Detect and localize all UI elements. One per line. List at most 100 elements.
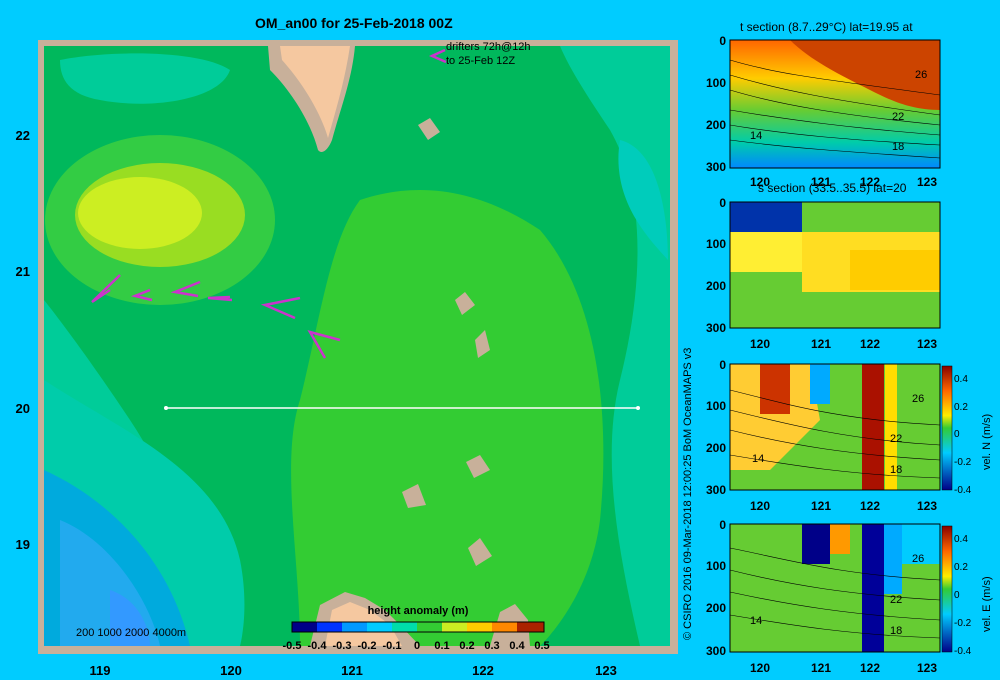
depth-tick: 200 xyxy=(706,601,726,615)
ve-cbar-label: vel. E (m/s) xyxy=(981,576,993,632)
lon-tick: 122 xyxy=(860,175,880,189)
green-region-central xyxy=(291,190,604,646)
island-batanes xyxy=(455,292,475,315)
cbar-tick: 0.4 xyxy=(954,534,968,545)
lon-tick-label: 121 xyxy=(341,663,363,678)
lon-tick-label: 123 xyxy=(595,663,617,678)
colorbar-tick: -0.4 xyxy=(308,640,328,652)
contour-label: 22 xyxy=(890,594,902,606)
cbar-tick: 0 xyxy=(954,590,960,601)
s-section-title: s section (33.5..35.5) lat=20 xyxy=(758,181,907,195)
height-colorbar xyxy=(291,621,545,633)
lon-tick: 123 xyxy=(917,499,937,513)
lat-axis: 22 21 20 19 xyxy=(16,128,30,552)
contour-label: 22 xyxy=(892,111,904,123)
lon-tick: 121 xyxy=(811,175,831,189)
lon-tick: 122 xyxy=(860,661,880,675)
cbar-tick: 0 xyxy=(954,429,960,440)
lon-tick: 121 xyxy=(811,499,831,513)
deep-blue-region xyxy=(110,590,150,646)
cbar-tick: -0.2 xyxy=(954,618,972,629)
lon-tick: 120 xyxy=(750,661,770,675)
island-orchid xyxy=(418,118,440,140)
lon-tick-label: 119 xyxy=(90,663,111,678)
colorbar-tick: -0.3 xyxy=(333,640,352,652)
t-section-plot: 26 22 14 18 xyxy=(729,39,941,169)
cbar-tick: 0.4 xyxy=(954,374,968,385)
depth-tick: 100 xyxy=(706,76,726,90)
vn-section-plot: 26 22 14 18 xyxy=(729,363,941,491)
lon-tick: 122 xyxy=(860,337,880,351)
cbar-tick: -0.4 xyxy=(954,485,972,496)
depth-tick: 300 xyxy=(706,644,726,658)
cbar-tick: -0.4 xyxy=(954,646,972,657)
depth-tick: 300 xyxy=(706,483,726,497)
lat-tick-label: 19 xyxy=(16,537,30,552)
lon-tick: 121 xyxy=(811,337,831,351)
height-anomaly-map: 119 120 121 122 123 22 21 20 19 drifters… xyxy=(16,40,678,678)
contour-label: 18 xyxy=(892,141,904,153)
lat-tick-label: 21 xyxy=(16,264,30,279)
colorbar-tick: -0.2 xyxy=(358,640,377,652)
lon-tick: 120 xyxy=(750,175,770,189)
lat-tick-label: 22 xyxy=(16,128,30,143)
vn-colorbar xyxy=(941,365,953,491)
lon-axis: 119 120 121 122 123 xyxy=(90,663,617,678)
lon-tick-label: 122 xyxy=(472,663,494,678)
lon-tick-label: 120 xyxy=(220,663,242,678)
taiwan-land-fill xyxy=(280,46,350,138)
depth-tick: 200 xyxy=(706,279,726,293)
lon-tick: 123 xyxy=(917,175,937,189)
island-babuyan-1 xyxy=(466,455,490,478)
depth-tick: 300 xyxy=(706,160,726,174)
drifter-legend-line2: to 25-Feb 12Z xyxy=(446,55,515,67)
ve-colorbar xyxy=(941,525,953,653)
vn-cbar-label: vel. N (m/s) xyxy=(981,414,993,470)
ve-section-plot: 26 22 14 18 xyxy=(729,523,941,653)
island-babuyan-3 xyxy=(468,538,492,566)
depth-tick: 0 xyxy=(719,358,726,372)
colorbar-tick: -0.1 xyxy=(383,640,402,652)
island-babuyan-2 xyxy=(402,484,426,508)
lat-tick-label: 20 xyxy=(16,401,30,416)
depth-tick: 0 xyxy=(719,34,726,48)
drifter-legend-line1: drifters 72h@12h xyxy=(446,41,531,53)
contour-label: 22 xyxy=(890,433,902,445)
depth-tick: 0 xyxy=(719,196,726,210)
contour-label: 18 xyxy=(890,625,902,637)
contour-label: 14 xyxy=(750,130,762,142)
depth-legend: 200 1000 2000 4000m xyxy=(76,627,186,639)
contour-label: 14 xyxy=(752,453,764,465)
colorbar-tick: -0.5 xyxy=(283,640,302,652)
t-section-title: t section (8.7..29°C) lat=19.95 at xyxy=(740,20,913,34)
lon-tick: 122 xyxy=(860,499,880,513)
cbar-tick: 0.2 xyxy=(954,562,968,573)
lon-tick: 121 xyxy=(811,661,831,675)
contour-label: 26 xyxy=(912,393,924,405)
depth-tick: 100 xyxy=(706,399,726,413)
colorbar-tick: 0.3 xyxy=(484,640,499,652)
cbar-tick: -0.2 xyxy=(954,457,972,468)
lon-tick: 123 xyxy=(917,661,937,675)
cbar-tick: 0.2 xyxy=(954,402,968,413)
island-batan xyxy=(475,330,490,358)
depth-tick: 300 xyxy=(706,321,726,335)
lon-tick: 123 xyxy=(917,337,937,351)
depth-tick: 100 xyxy=(706,559,726,573)
colorbar-title: height anomaly (m) xyxy=(368,605,469,617)
colorbar-tick: 0 xyxy=(414,640,420,652)
colorbar-tick: 0.2 xyxy=(459,640,474,652)
depth-tick: 0 xyxy=(719,518,726,532)
lon-tick: 120 xyxy=(750,499,770,513)
depth-tick: 200 xyxy=(706,441,726,455)
section-panels: t section (8.7..29°C) lat=19.95 at 26 22… xyxy=(706,20,993,675)
colorbar-tick: 0.4 xyxy=(509,640,525,652)
drifter-tracks xyxy=(91,48,447,359)
colorbar-ticks: -0.5 -0.4 -0.3 -0.2 -0.1 0 0.1 0.2 0.3 0… xyxy=(283,640,550,652)
lon-tick: 120 xyxy=(750,337,770,351)
depth-tick: 200 xyxy=(706,118,726,132)
s-section-plot xyxy=(729,201,941,329)
contour-label: 26 xyxy=(915,69,927,81)
colorbar-tick: 0.1 xyxy=(434,640,449,652)
map-title: OM_an00 for 25-Feb-2018 00Z xyxy=(255,15,453,31)
